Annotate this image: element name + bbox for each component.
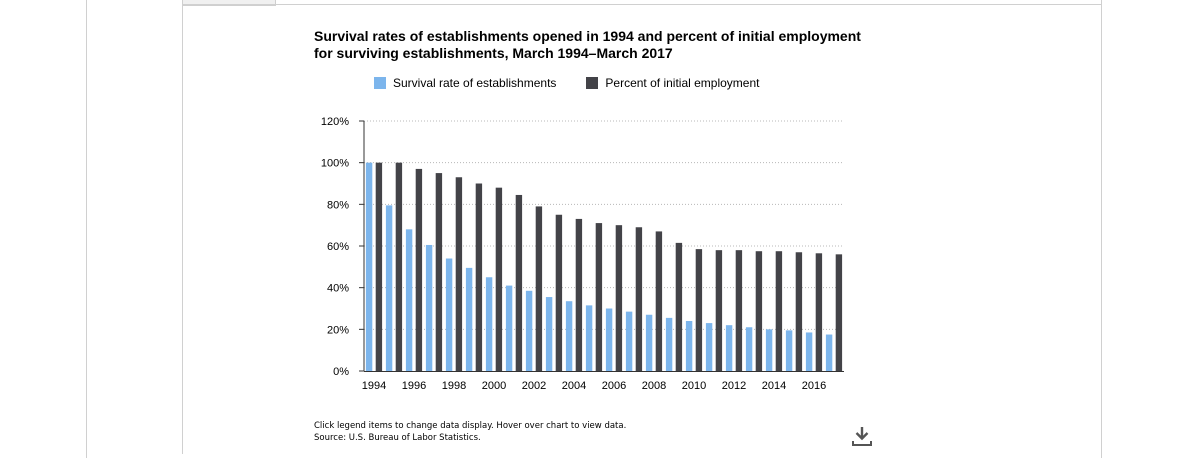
page-frame — [86, 0, 1102, 458]
bar-survival-rate-2006[interactable] — [605, 308, 613, 372]
x-tick-label: 1994 — [362, 380, 386, 392]
bar-survival-rate-1998[interactable] — [445, 258, 453, 372]
x-tick-label: 2006 — [602, 380, 626, 392]
legend-swatch-survival-rate — [374, 77, 386, 89]
bar-initial-employment-2002[interactable] — [535, 206, 543, 371]
bar-survival-rate-2005[interactable] — [585, 305, 593, 371]
footer-note-source: Source: U.S. Bureau of Labor Statistics. — [314, 433, 481, 443]
bar-survival-rate-2010[interactable] — [685, 321, 693, 371]
bar-initial-employment-2014[interactable] — [775, 251, 783, 371]
download-icon-graphic — [852, 427, 872, 446]
legend-swatch-initial-employment — [586, 77, 599, 89]
tab-stub[interactable] — [182, 0, 276, 6]
bar-initial-employment-1998[interactable] — [455, 177, 463, 371]
bar-initial-employment-2007[interactable] — [635, 227, 643, 371]
chart-title: Survival rates of establishments opened … — [314, 28, 861, 61]
x-tick-label: 2012 — [722, 380, 746, 392]
x-tick-label: 2008 — [642, 380, 666, 392]
bar-initial-employment-2013[interactable] — [755, 251, 763, 371]
bar-initial-employment-2012[interactable] — [735, 250, 743, 371]
bar-initial-employment-2003[interactable] — [555, 214, 563, 371]
chart-legend: Survival rate of establishments Percent … — [374, 76, 759, 90]
y-tick-label: 120% — [321, 116, 349, 128]
bar-survival-rate-1999[interactable] — [465, 267, 473, 371]
download-icon[interactable] — [850, 424, 874, 448]
y-tick-label: 60% — [327, 241, 349, 253]
x-tick-label: 1998 — [442, 380, 466, 392]
bar-initial-employment-2015[interactable] — [795, 252, 803, 371]
bar-initial-employment-2005[interactable] — [595, 223, 603, 371]
bar-survival-rate-2015[interactable] — [785, 330, 793, 371]
bar-initial-employment-2011[interactable] — [715, 250, 723, 371]
bar-initial-employment-1996[interactable] — [415, 168, 423, 371]
bar-initial-employment-2004[interactable] — [575, 218, 583, 371]
bar-initial-employment-2000[interactable] — [495, 187, 503, 371]
legend-item-initial-employment[interactable]: Percent of initial employment — [586, 76, 759, 90]
x-tick-label: 2016 — [802, 380, 826, 392]
bar-initial-employment-2017[interactable] — [835, 254, 843, 371]
bar-initial-employment-2008[interactable] — [655, 231, 663, 371]
x-tick-label: 2004 — [562, 380, 586, 392]
x-tick-label: 2002 — [522, 380, 546, 392]
bar-initial-employment-2006[interactable] — [615, 225, 623, 371]
bar-survival-rate-2017[interactable] — [825, 334, 833, 371]
bar-survival-rate-1997[interactable] — [425, 244, 433, 371]
x-tick-label: 2010 — [682, 380, 706, 392]
x-tick-label: 2014 — [762, 380, 786, 392]
bar-survival-rate-2009[interactable] — [665, 317, 673, 371]
bar-survival-rate-2008[interactable] — [645, 314, 653, 371]
chart-panel — [182, 4, 1102, 454]
bar-survival-rate-2000[interactable] — [485, 277, 493, 371]
bar-survival-rate-1995[interactable] — [385, 205, 393, 371]
x-tick-label: 1996 — [402, 380, 426, 392]
bar-initial-employment-2010[interactable] — [695, 249, 703, 371]
bar-initial-employment-2001[interactable] — [515, 194, 523, 371]
bar-survival-rate-2011[interactable] — [705, 323, 713, 371]
bar-initial-employment-1999[interactable] — [475, 183, 483, 372]
bar-initial-employment-1995[interactable] — [395, 162, 403, 371]
bar-initial-employment-1994[interactable] — [375, 162, 383, 371]
bar-survival-rate-2003[interactable] — [545, 297, 553, 371]
legend-label-initial-employment: Percent of initial employment — [605, 76, 760, 90]
bar-survival-rate-2002[interactable] — [525, 290, 533, 371]
legend-item-survival-rate[interactable]: Survival rate of establishments — [374, 76, 556, 90]
bar-survival-rate-2013[interactable] — [745, 327, 753, 371]
bar-survival-rate-1996[interactable] — [405, 229, 413, 371]
chart-footer: Click legend items to change data displa… — [314, 420, 626, 444]
bar-survival-rate-1994[interactable] — [365, 162, 373, 371]
bar-survival-rate-2016[interactable] — [805, 332, 813, 371]
bar-survival-rate-2014[interactable] — [765, 329, 773, 371]
bar-survival-rate-2001[interactable] — [505, 285, 513, 371]
y-tick-label: 40% — [327, 283, 349, 295]
y-tick-label: 0% — [333, 366, 349, 378]
bar-initial-employment-2016[interactable] — [815, 253, 823, 371]
bar-survival-rate-2012[interactable] — [725, 325, 733, 371]
bar-initial-employment-1997[interactable] — [435, 173, 443, 371]
bar-survival-rate-2004[interactable] — [565, 301, 573, 371]
y-tick-label: 100% — [321, 158, 349, 170]
bar-initial-employment-2009[interactable] — [675, 242, 683, 371]
x-tick-label: 2000 — [482, 380, 506, 392]
bar-survival-rate-2007[interactable] — [625, 311, 633, 371]
legend-label-survival-rate: Survival rate of establishments — [393, 76, 557, 90]
footer-note-instructions: Click legend items to change data displa… — [314, 421, 627, 431]
y-tick-label: 80% — [327, 199, 349, 211]
y-tick-label: 20% — [327, 324, 349, 336]
